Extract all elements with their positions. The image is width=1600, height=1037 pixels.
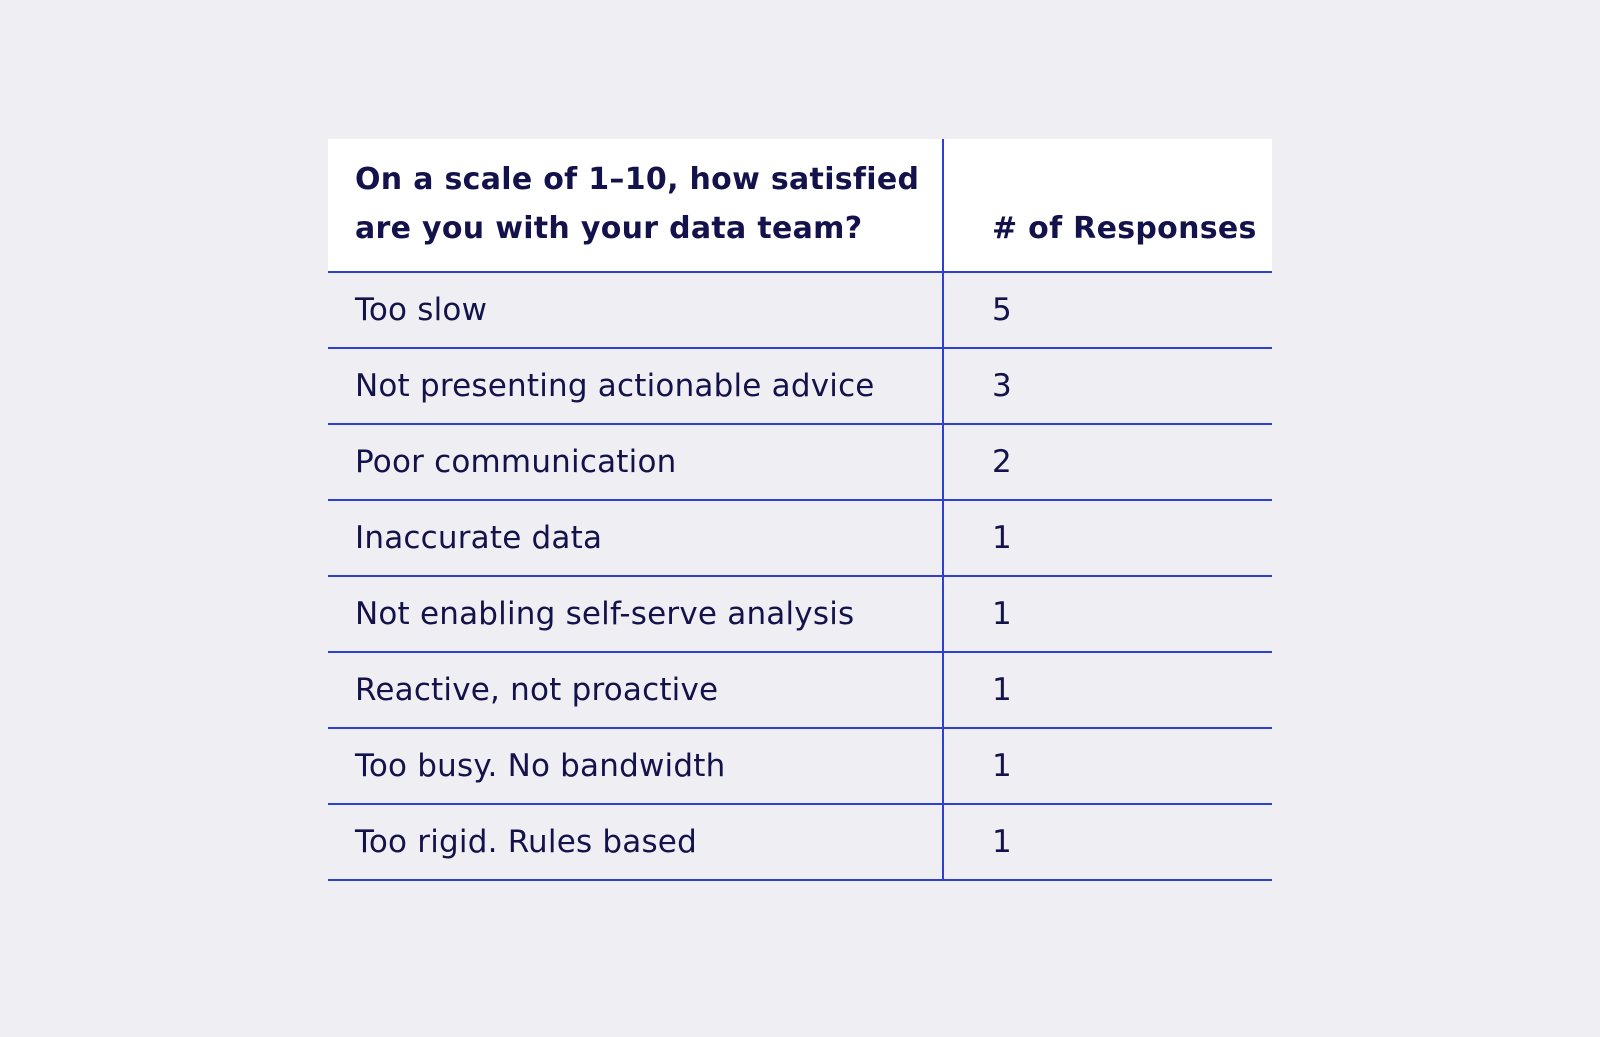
table-row: Too slow 5 (328, 272, 1272, 349)
table-header: On a scale of 1–10, how satisfied are yo… (328, 139, 1272, 273)
responses-header: # of Responses (943, 139, 1272, 273)
reason-cell: Inaccurate data (328, 500, 944, 577)
count-cell: 1 (943, 652, 1272, 729)
header-row: On a scale of 1–10, how satisfied are yo… (328, 139, 1272, 273)
reason-cell: Too busy. No bandwidth (328, 728, 944, 805)
count-cell: 5 (943, 272, 1272, 349)
table-row: Not presenting actionable advice 3 (328, 348, 1272, 425)
table-row: Reactive, not proactive 1 (328, 652, 1272, 729)
reason-cell: Not enabling self-serve analysis (328, 576, 944, 653)
count-cell: 1 (943, 500, 1272, 577)
table-row: Not enabling self-serve analysis 1 (328, 576, 1272, 653)
table-row: Poor communication 2 (328, 424, 1272, 501)
table-row: Inaccurate data 1 (328, 500, 1272, 577)
reason-cell: Reactive, not proactive (328, 652, 944, 729)
question-header: On a scale of 1–10, how satisfied are yo… (328, 139, 944, 273)
table-row: Too rigid. Rules based 1 (328, 804, 1272, 881)
count-cell: 2 (943, 424, 1272, 501)
reason-cell: Not presenting actionable advice (328, 348, 944, 425)
table-row: Too busy. No bandwidth 1 (328, 728, 1272, 805)
reason-cell: Too rigid. Rules based (328, 804, 944, 881)
count-cell: 1 (943, 576, 1272, 653)
reason-cell: Poor communication (328, 424, 944, 501)
count-cell: 1 (943, 728, 1272, 805)
count-cell: 3 (943, 348, 1272, 425)
survey-results-table: On a scale of 1–10, how satisfied are yo… (328, 139, 1272, 881)
reason-cell: Too slow (328, 272, 944, 349)
count-cell: 1 (943, 804, 1272, 881)
table-body: Too slow 5 Not presenting actionable adv… (328, 272, 1272, 881)
